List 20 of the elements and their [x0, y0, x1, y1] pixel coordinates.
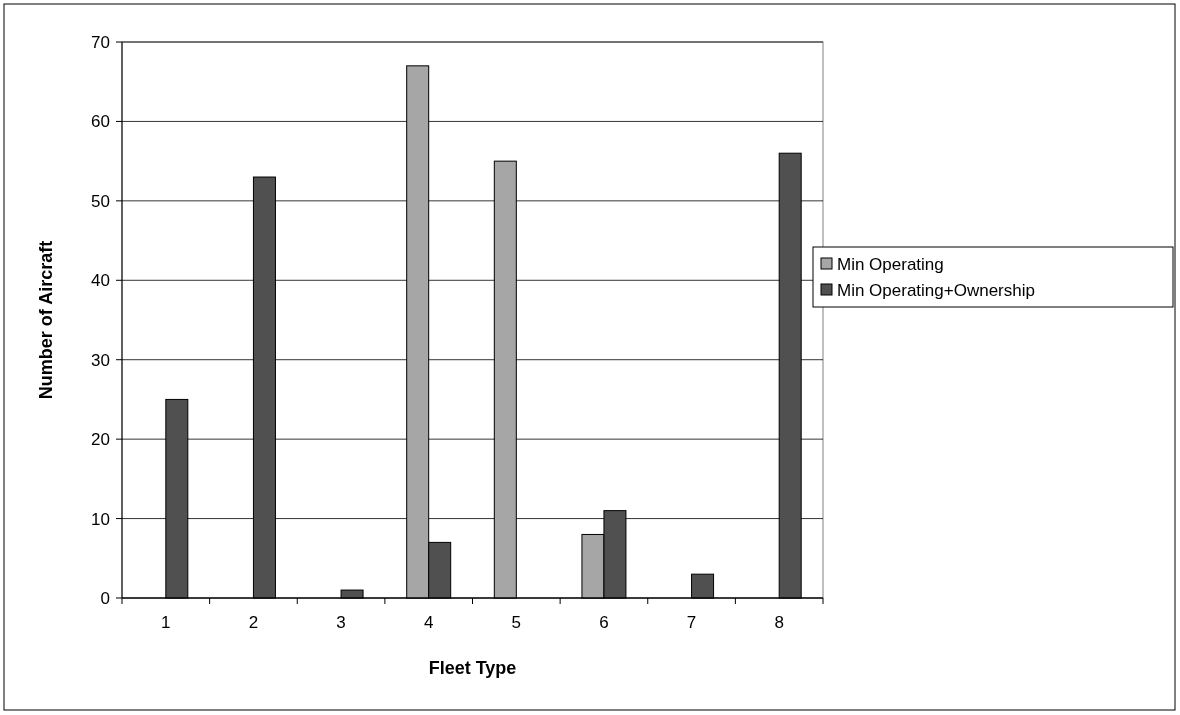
x-tick-label: 6	[599, 613, 609, 632]
x-tick-label: 3	[336, 613, 346, 632]
x-axis-title: Fleet Type	[428, 658, 517, 678]
y-tick-label: 10	[91, 509, 110, 529]
y-tick-label: 40	[91, 271, 110, 291]
x-tick-label: 7	[686, 613, 697, 632]
y-tick-label: 60	[91, 112, 110, 132]
y-axis-title: Number of Aircraft	[36, 240, 56, 400]
y-tick-label: 30	[91, 350, 110, 370]
y-tick-label: 20	[91, 430, 110, 450]
x-tick-label: 2	[248, 613, 259, 632]
x-tick-label: 4	[423, 613, 434, 632]
x-tick-label: 1	[161, 613, 171, 632]
legend-label: Min Operating	[837, 254, 944, 274]
y-tick-label: 50	[91, 191, 110, 211]
y-tick-label: 70	[91, 32, 110, 52]
y-tick-label: 0	[100, 588, 110, 608]
legend-label: Min Operating+Ownership	[837, 280, 1035, 300]
x-tick-label: 5	[511, 613, 522, 632]
x-tick-label: 8	[774, 613, 784, 632]
